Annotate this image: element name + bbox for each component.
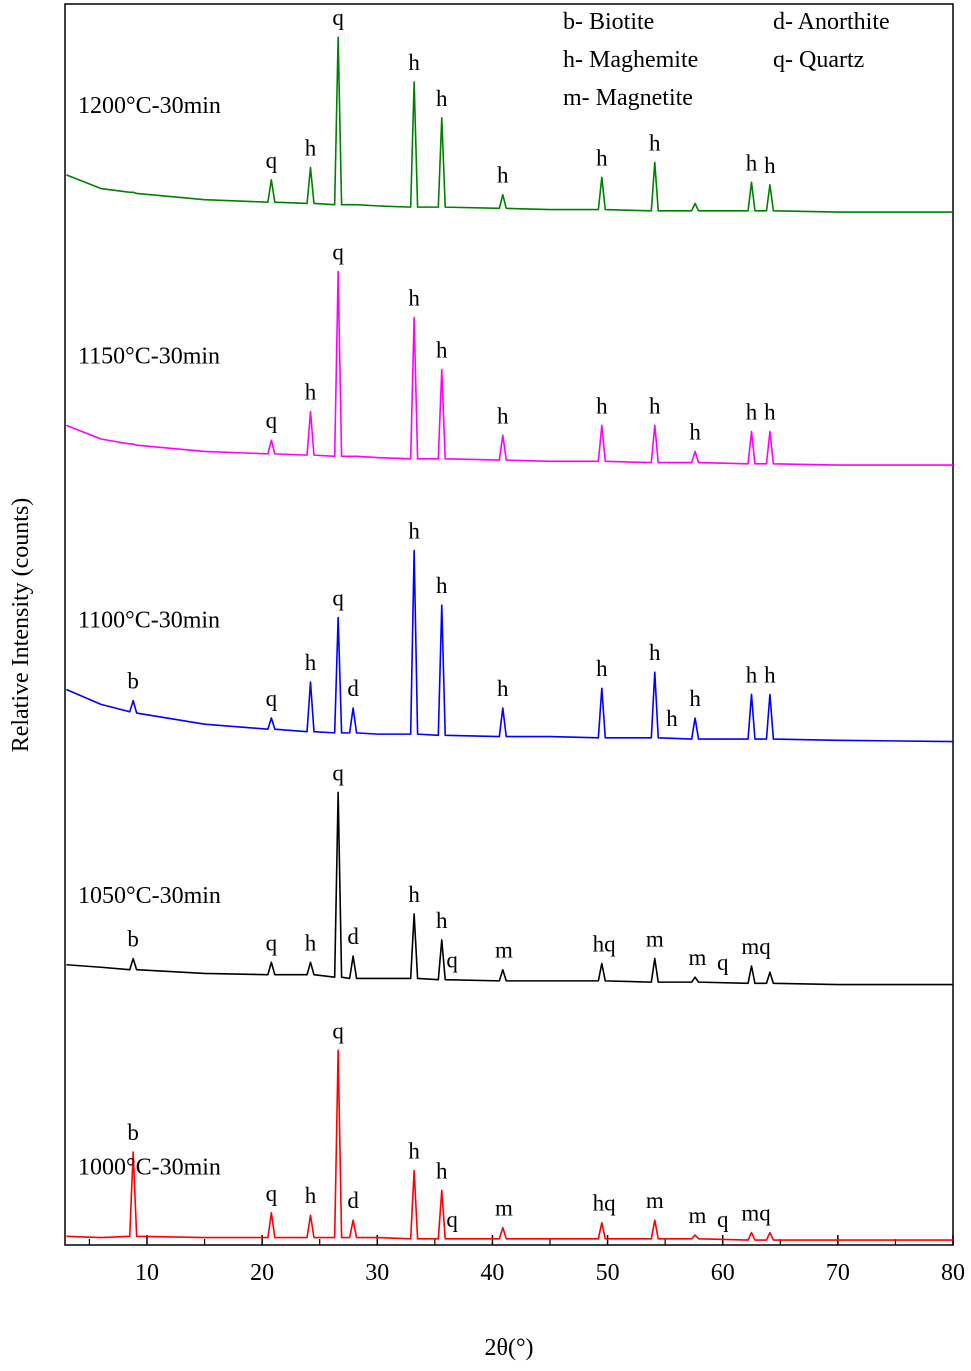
series-line: [66, 791, 953, 986]
peak-label: d: [347, 1188, 359, 1213]
peak-label: hq: [593, 932, 617, 957]
peak-label: q: [332, 5, 344, 30]
peak-label: m: [495, 938, 513, 963]
peak-label: h: [305, 650, 317, 675]
peak-label: h: [596, 145, 608, 170]
peak-label: h: [436, 1158, 448, 1183]
peak-label: h: [649, 393, 661, 418]
peak-label: q: [332, 586, 344, 611]
peak-label: h: [305, 380, 317, 405]
peak-label: d: [347, 924, 359, 949]
legend-note: q- Quartz: [773, 47, 864, 73]
peak-label: h: [666, 706, 678, 731]
x-tick-label: 50: [596, 1260, 620, 1286]
x-tick-label: 20: [250, 1260, 274, 1286]
peak-label: m: [688, 1203, 706, 1228]
peak-label: h: [436, 338, 448, 363]
peak-label: h: [746, 150, 758, 175]
peak-label: m: [688, 945, 706, 970]
peak-label: q: [266, 408, 278, 433]
x-tick-label: 40: [480, 1260, 504, 1286]
peak-label: q: [266, 1181, 278, 1206]
legend-note: h- Maghemite: [563, 47, 698, 73]
peak-label: q: [266, 148, 278, 173]
peak-label: h: [305, 1183, 317, 1208]
peak-label: h: [649, 640, 661, 665]
peak-label: mq: [741, 1201, 771, 1226]
peak-label: h: [305, 930, 317, 955]
peak-label: mq: [741, 934, 771, 959]
peak-label: b: [127, 669, 139, 694]
plot-frame: [64, 3, 954, 1246]
x-tick-label: 30: [365, 1260, 389, 1286]
peak-label: h: [596, 393, 608, 418]
peak-label: d: [347, 676, 359, 701]
series-label: 1200°C-30min: [78, 93, 221, 119]
peak-label: h: [436, 573, 448, 598]
peak-label: q: [446, 948, 458, 973]
series-label: 1050°C-30min: [78, 883, 221, 909]
series-line: [66, 549, 954, 743]
peak-label: q: [446, 1207, 458, 1232]
peak-label: q: [332, 240, 344, 265]
peak-label: h: [764, 153, 776, 178]
peak-label: h: [596, 656, 608, 681]
series-line: [66, 36, 953, 213]
series-line: [66, 1049, 953, 1241]
peak-label: h: [497, 676, 509, 701]
peak-label: h: [408, 50, 420, 75]
peak-label: q: [717, 950, 729, 975]
peak-label: h: [746, 662, 758, 687]
peak-label: m: [646, 1188, 664, 1213]
peak-label: h: [408, 519, 420, 544]
series-label: 1000°C-30min: [78, 1154, 221, 1180]
x-tick-label: 70: [826, 1260, 850, 1286]
x-tick-label: 60: [711, 1260, 735, 1286]
series-line: [66, 270, 953, 466]
peak-label: b: [127, 927, 139, 952]
peak-label: h: [436, 908, 448, 933]
peak-label: h: [764, 400, 776, 425]
peak-label: q: [717, 1207, 729, 1232]
legend-note: m- Magnetite: [563, 85, 693, 111]
peak-label: m: [495, 1196, 513, 1221]
x-tick-label: 80: [941, 1260, 965, 1286]
peak-label: b: [127, 1120, 139, 1145]
peak-label: q: [266, 930, 278, 955]
peak-label: h: [408, 285, 420, 310]
peak-label: h: [689, 686, 701, 711]
peak-label: h: [436, 86, 448, 111]
peak-label: h: [746, 400, 758, 425]
series-label: 1150°C-30min: [78, 343, 220, 369]
peak-label: h: [497, 403, 509, 428]
peak-label: h: [649, 130, 661, 155]
peak-label: h: [764, 662, 776, 687]
peak-label: m: [646, 927, 664, 952]
x-axis-title: 2θ(°): [484, 1335, 533, 1361]
peak-label: hq: [593, 1191, 617, 1216]
peak-label: h: [689, 419, 701, 444]
legend-note: b- Biotite: [563, 9, 654, 35]
peak-label: h: [408, 882, 420, 907]
peak-label: q: [266, 686, 278, 711]
peak-label: h: [305, 135, 317, 160]
peak-label: q: [332, 1018, 344, 1043]
series-label: 1100°C-30min: [78, 607, 220, 633]
peak-label: h: [497, 163, 509, 188]
legend-note: d- Anorthite: [773, 9, 890, 35]
y-axis-title: Relative Intensity (counts): [8, 498, 34, 753]
x-tick-label: 10: [135, 1260, 159, 1286]
peak-label: h: [408, 1139, 420, 1164]
peak-label: q: [332, 760, 344, 785]
